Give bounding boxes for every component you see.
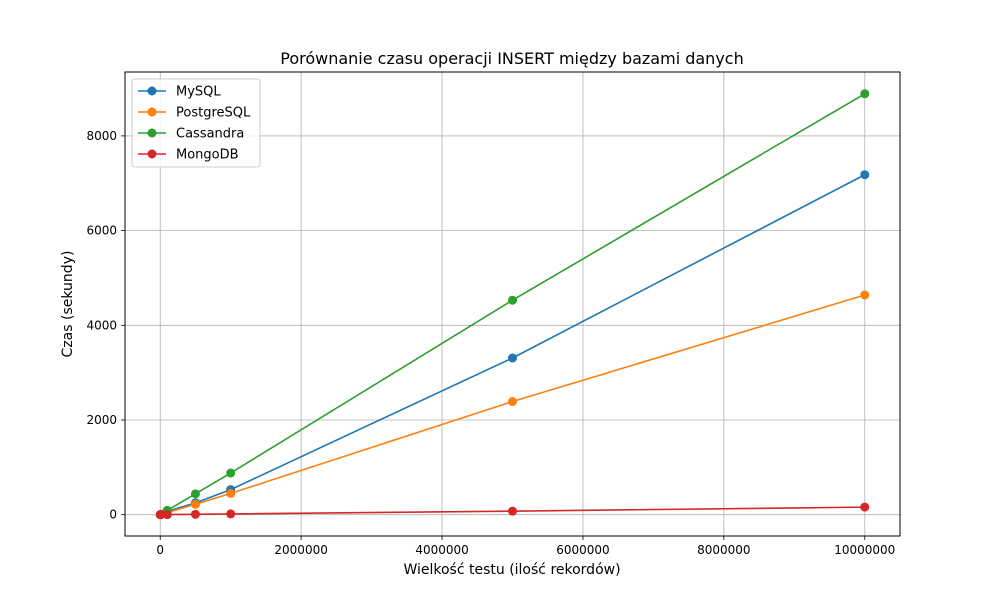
data-point-mongodb <box>226 509 236 519</box>
data-point-postgresql <box>226 488 236 498</box>
legend-label: MongoDB <box>176 148 239 163</box>
grid-lines <box>125 72 900 536</box>
y-tick-label: 6000 <box>86 224 117 238</box>
data-point-mysql <box>508 353 517 363</box>
legend-swatch-marker <box>147 128 157 138</box>
x-axis-label: Wielkość testu (ilość rekordów) <box>403 562 620 578</box>
data-point-cassandra <box>226 468 236 478</box>
legend-swatch-marker <box>147 107 157 117</box>
y-axis-label: Czas (sekundy) <box>60 251 76 358</box>
x-tick-label: 10000000 <box>834 543 895 557</box>
data-point-mongodb <box>860 502 870 512</box>
data-point-mongodb <box>162 510 172 520</box>
legend-item-postgresql: PostgreSQL <box>138 106 251 121</box>
x-tick-label: 0 <box>156 543 164 557</box>
data-point-postgresql <box>508 397 517 407</box>
y-axis-ticks: 0 2000 4000 6000 8000 <box>86 129 125 522</box>
legend-item-mongodb: MongoDB <box>138 148 239 163</box>
x-tick-label: 8000000 <box>697 543 750 557</box>
legend: MySQL PostgreSQL Cassandra MongoDB <box>131 78 261 168</box>
x-tick-label: 2000000 <box>274 543 327 557</box>
x-axis-ticks: 0 2000000 4000000 6000000 8000000 10000000 <box>156 536 895 557</box>
legend-label: MySQL <box>176 85 221 100</box>
data-point-mysql <box>860 170 870 180</box>
data-series <box>155 89 870 520</box>
legend-box <box>131 78 261 168</box>
legend-item-cassandra: Cassandra <box>138 127 244 142</box>
data-point-mongodb <box>508 506 517 516</box>
x-tick-label: 6000000 <box>556 543 609 557</box>
data-point-postgresql <box>860 290 870 300</box>
y-tick-label: 8000 <box>86 129 117 143</box>
chart-title: Porównanie czasu operacji INSERT między … <box>280 49 743 68</box>
data-point-mongodb <box>156 510 166 520</box>
data-point-mongodb <box>190 509 200 519</box>
x-tick-label: 4000000 <box>415 543 468 557</box>
y-tick-label: 2000 <box>86 413 117 427</box>
series-mongodb <box>155 502 870 520</box>
plot-frame <box>124 71 901 537</box>
data-point-cassandra <box>860 89 870 99</box>
data-point-postgresql <box>190 499 200 509</box>
legend-label: Cassandra <box>176 127 244 142</box>
data-point-cassandra <box>508 295 517 305</box>
y-tick-label: 4000 <box>86 318 117 332</box>
legend-swatch-marker <box>147 149 157 159</box>
legend-swatch-marker <box>147 86 157 96</box>
data-point-cassandra <box>190 489 200 499</box>
legend-label: PostgreSQL <box>176 106 251 121</box>
legend-item-mysql: MySQL <box>138 85 221 100</box>
y-tick-label: 0 <box>109 508 117 522</box>
